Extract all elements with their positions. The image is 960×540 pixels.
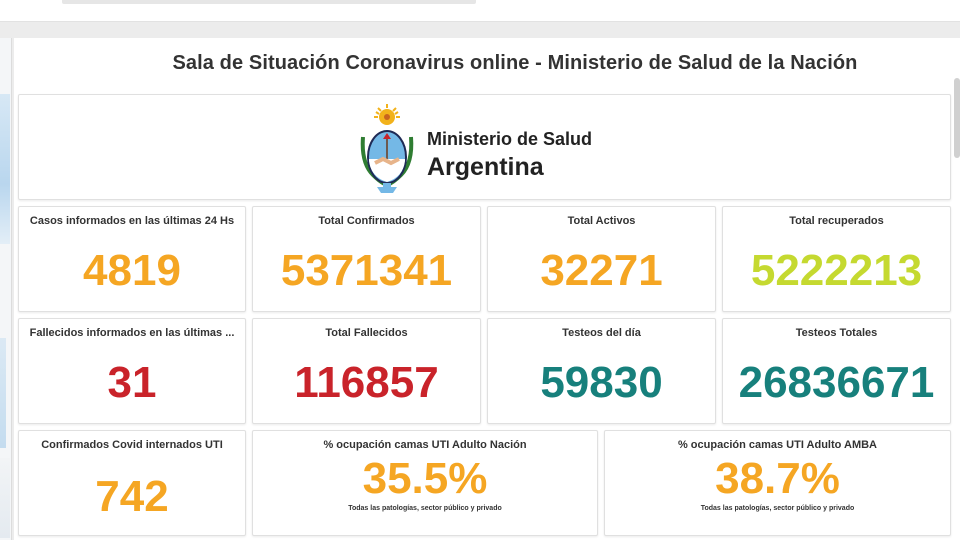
kpi-label: Total Activos [567,215,636,227]
kpi-label: Total Fallecidos [325,327,408,339]
kpi-card-ocupacion-amba[interactable]: % ocupación camas UTI Adulto AMBA 38.7% … [604,430,951,536]
kpi-label: % ocupación camas UTI Adulto Nación [323,439,527,451]
kpi-card-total-fallecidos[interactable]: Total Fallecidos 116857 [252,318,481,424]
kpi-value: 35.5% [362,454,488,503]
kpi-card-casos-24h[interactable]: Casos informados en las últimas 24 Hs 48… [18,206,246,312]
kpi-card-testeos-totales[interactable]: Testeos Totales 26836671 [722,318,951,424]
kpi-label: % ocupación camas UTI Adulto AMBA [677,439,878,451]
logo-country-text: Argentina [427,153,544,181]
kpi-value: 32271 [540,246,663,295]
kpi-value: 116857 [294,358,439,407]
kpi-card-internados-uti[interactable]: Confirmados Covid internados UTI 742 [18,430,246,536]
kpi-label: Fallecidos informados en las últimas ... [29,327,235,339]
kpi-note: Todas las patologías, sector público y p… [348,505,502,512]
kpi-value: 5371341 [280,246,453,295]
kpi-value: 38.7% [715,454,840,503]
kpi-card-fallecidos-ultimas[interactable]: Fallecidos informados en las últimas ...… [18,318,246,424]
dashboard: Sala de Situación Coronavirus online - M… [14,38,960,540]
logo-ministry-text: Ministerio de Salud [427,129,593,149]
ministry-logo: Ministerio de Salud Argentina [355,103,615,195]
kpi-value: 59830 [540,358,663,407]
left-side-panel [0,38,12,540]
kpi-label: Testeos del día [562,327,641,339]
kpi-value: 742 [95,472,169,521]
kpi-label: Testeos Totales [795,327,878,339]
kpi-label: Casos informados en las últimas 24 Hs [29,215,235,227]
page-title: Sala de Situación Coronavirus online - M… [172,52,858,74]
kpi-value: 31 [107,358,157,407]
side-map-thumbnail [0,94,10,244]
kpi-value: 5222213 [750,246,923,295]
kpi-label: Total Confirmados [318,215,415,227]
side-map-thumbnail-2 [0,338,6,448]
kpi-card-total-recuperados[interactable]: Total recuperados 5222213 [722,206,951,312]
kpi-card-testeos-dia[interactable]: Testeos del día 59830 [487,318,716,424]
browser-top-bar [0,0,960,22]
kpi-card-ocupacion-nacion[interactable]: % ocupación camas UTI Adulto Nación 35.5… [252,430,598,536]
side-panel-fragment [0,458,10,538]
address-bar[interactable] [62,0,476,4]
kpi-card-total-confirmados[interactable]: Total Confirmados 5371341 [252,206,481,312]
logo-card: Ministerio de Salud Argentina [18,94,951,200]
kpi-note: Todas las patologías, sector público y p… [700,505,855,512]
kpi-value: 4819 [83,246,181,295]
scrollbar[interactable] [954,78,960,158]
kpi-card-total-activos[interactable]: Total Activos 32271 [487,206,716,312]
kpi-value: 26836671 [738,358,935,407]
kpi-label: Total recuperados [789,215,884,227]
coat-of-arms-icon [360,104,414,193]
kpi-label: Confirmados Covid internados UTI [41,439,223,451]
